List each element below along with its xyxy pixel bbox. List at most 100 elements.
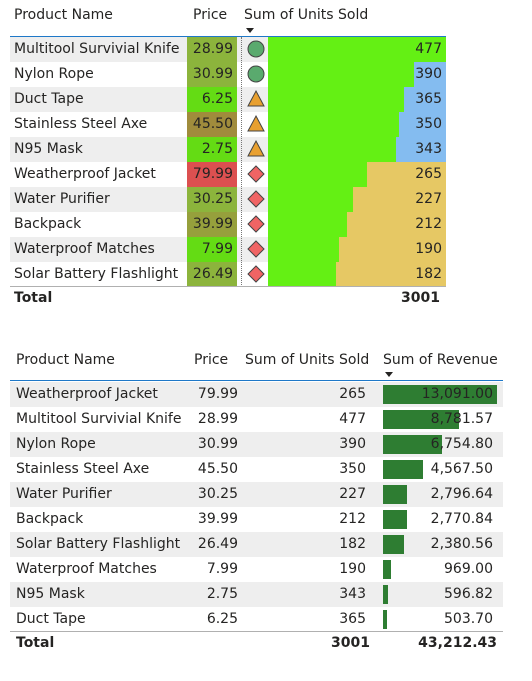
total-label: Total <box>14 290 53 306</box>
product-name: Backpack <box>16 511 84 527</box>
price-cell: 30.25 <box>187 187 237 212</box>
total-label: Total <box>16 635 55 651</box>
product-name: Solar Battery Flashlight <box>14 266 179 282</box>
units-bar <box>268 62 414 87</box>
circle-icon <box>246 64 266 88</box>
units-value: 365 <box>339 611 366 627</box>
table-row[interactable]: Water Purifier 30.25 227 2,796.64 <box>10 482 503 507</box>
units-value: 343 <box>339 586 366 602</box>
header-divider <box>10 36 446 37</box>
units-bar <box>268 262 336 287</box>
column-separator <box>241 37 242 287</box>
units-value: 390 <box>339 436 366 452</box>
price-cell: 45.50 <box>187 112 237 137</box>
column-header-price[interactable]: Price <box>193 7 228 23</box>
units-value: 350 <box>339 461 366 477</box>
table-row[interactable]: Duct Tape 6.25 365 <box>10 87 446 112</box>
table-row[interactable]: Waterproof Matches 7.99 190 <box>10 237 446 262</box>
header-divider <box>10 380 503 381</box>
units-value: 350 <box>415 116 442 132</box>
units-bar <box>268 112 399 137</box>
column-header-product-name[interactable]: Product Name <box>14 7 113 23</box>
revenue-value: 2,380.56 <box>430 536 493 552</box>
units-value: 343 <box>415 141 442 157</box>
total-revenue: 43,212.43 <box>418 635 497 651</box>
product-name: Weatherproof Jacket <box>16 386 158 402</box>
column-header-product-name[interactable]: Product Name <box>16 352 115 368</box>
total-units: 3001 <box>331 635 370 651</box>
price-cell: 39.99 <box>187 212 237 237</box>
triangle-icon <box>246 139 266 163</box>
table-row[interactable]: Nylon Rope 30.99 390 6,754.80 <box>10 432 503 457</box>
units-value: 390 <box>415 66 442 82</box>
table-row[interactable]: Stainless Steel Axe 45.50 350 4,567.50 <box>10 457 503 482</box>
table-row[interactable]: Solar Battery Flashlight 26.49 182 2,380.56 <box>10 532 503 557</box>
units-bar <box>268 137 396 162</box>
units-bar <box>268 37 446 62</box>
revenue-bar <box>383 535 404 554</box>
sort-descending-icon[interactable] <box>246 28 254 33</box>
table-row[interactable]: Solar Battery Flashlight 26.49 182 <box>10 262 446 287</box>
units-value: 265 <box>415 166 442 182</box>
units-value: 212 <box>415 216 442 232</box>
units-bar <box>268 237 339 262</box>
table-row[interactable]: Stainless Steel Axe 45.50 350 <box>10 112 446 137</box>
product-name: Solar Battery Flashlight <box>16 536 181 552</box>
table-row[interactable]: N95 Mask 2.75 343 <box>10 137 446 162</box>
product-name: Nylon Rope <box>16 436 96 452</box>
total-units: 3001 <box>401 290 440 306</box>
price-cell: 39.99 <box>197 511 238 527</box>
triangle-icon <box>246 89 266 113</box>
price-cell: 45.50 <box>197 461 238 477</box>
table-row[interactable]: Duct Tape 6.25 365 503.70 <box>10 607 503 632</box>
price-cell: 26.49 <box>197 536 238 552</box>
product-name: Duct Tape <box>16 611 86 627</box>
revenue-bar <box>383 560 392 579</box>
revenue-bar <box>383 460 423 479</box>
product-name: Water Purifier <box>14 191 110 207</box>
diamond-icon <box>246 239 266 263</box>
product-name: Multitool Survivial Knife <box>14 41 180 57</box>
price-cell: 28.99 <box>197 411 238 427</box>
units-bar <box>268 212 348 237</box>
revenue-value: 503.70 <box>444 611 493 627</box>
revenue-value: 2,796.64 <box>430 486 493 502</box>
product-name: N95 Mask <box>14 141 83 157</box>
product-name: Nylon Rope <box>14 66 94 82</box>
product-name: Stainless Steel Axe <box>16 461 150 477</box>
units-value: 182 <box>339 536 366 552</box>
revenue-bar <box>383 385 497 404</box>
column-header-price[interactable]: Price <box>194 352 229 368</box>
table-row[interactable]: Waterproof Matches 7.99 190 969.00 <box>10 557 503 582</box>
price-cell: 7.99 <box>187 237 237 262</box>
total-divider <box>10 286 446 287</box>
table-row[interactable]: Multitool Survivial Knife 28.99 477 <box>10 37 446 62</box>
column-header-sum-of-revenue[interactable]: Sum of Revenue <box>383 352 498 368</box>
revenue-value: 8,781.57 <box>430 411 493 427</box>
revenue-value: 4,567.50 <box>430 461 493 477</box>
total-divider <box>10 631 503 632</box>
product-name: Waterproof Matches <box>14 241 155 257</box>
circle-icon <box>246 39 266 63</box>
table-row[interactable]: Weatherproof Jacket 79.99 265 13,091.00 <box>10 382 503 407</box>
sort-descending-icon[interactable] <box>385 372 393 377</box>
revenue-value: 596.82 <box>444 586 493 602</box>
price-cell: 30.99 <box>197 436 238 452</box>
table-row[interactable]: N95 Mask 2.75 343 596.82 <box>10 582 503 607</box>
table-row[interactable]: Backpack 39.99 212 2,770.84 <box>10 507 503 532</box>
units-value: 227 <box>415 191 442 207</box>
table-row[interactable]: Multitool Survivial Knife 28.99 477 8,781.5… <box>10 407 503 432</box>
units-bar <box>268 162 367 187</box>
price-cell: 30.25 <box>197 486 238 502</box>
price-cell: 30.99 <box>187 62 237 87</box>
table-row[interactable]: Nylon Rope 30.99 390 <box>10 62 446 87</box>
column-header-sum-of-units-sold[interactable]: Sum of Units Sold <box>244 7 369 23</box>
table-row[interactable]: Water Purifier 30.25 227 <box>10 187 446 212</box>
column-header-sum-of-units-sold[interactable]: Sum of Units Sold <box>245 352 370 368</box>
table-row[interactable]: Weatherproof Jacket 79.99 265 <box>10 162 446 187</box>
revenue-bar <box>383 585 389 604</box>
price-cell: 79.99 <box>187 162 237 187</box>
table-row[interactable]: Backpack 39.99 212 <box>10 212 446 237</box>
product-name: N95 Mask <box>16 586 85 602</box>
revenue-bar <box>383 485 408 504</box>
